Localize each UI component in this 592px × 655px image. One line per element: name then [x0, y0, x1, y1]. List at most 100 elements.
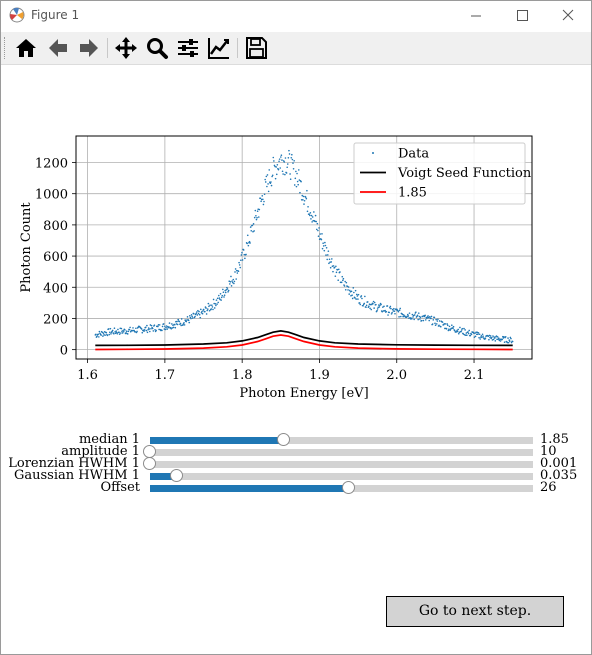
slider-handle[interactable]	[342, 481, 356, 494]
data-point	[481, 333, 484, 336]
save-icon[interactable]	[244, 36, 268, 60]
data-point	[362, 305, 364, 307]
data-point	[239, 266, 242, 269]
data-point	[419, 318, 421, 320]
legend-box	[353, 142, 526, 205]
data-point	[388, 311, 391, 314]
data-point	[177, 318, 180, 321]
data-point	[331, 258, 333, 260]
data-point	[408, 312, 411, 314]
data-point	[196, 314, 199, 316]
data-point	[270, 184, 273, 187]
data-point	[343, 285, 346, 287]
data-point	[272, 156, 275, 159]
data-point	[456, 330, 459, 333]
y-tick-label: 400	[43, 281, 68, 296]
data-point	[379, 304, 381, 307]
slider-track[interactable]	[150, 433, 533, 446]
data-point	[240, 259, 242, 262]
data-point	[233, 282, 235, 285]
data-point	[297, 169, 300, 171]
slider-handle[interactable]	[277, 433, 291, 446]
data-point	[114, 331, 116, 333]
slider-track[interactable]	[150, 481, 533, 494]
y-tick-label: 0	[60, 344, 68, 359]
slider-value: 1.85	[540, 432, 569, 447]
data-point	[428, 319, 431, 322]
data-point	[444, 323, 447, 325]
zoom-icon[interactable]	[145, 36, 169, 60]
data-point	[480, 334, 483, 337]
data-point	[288, 149, 290, 152]
data-point	[324, 241, 326, 244]
slider-track[interactable]	[143, 445, 533, 458]
maximize-icon	[517, 10, 528, 21]
data-point	[445, 328, 448, 330]
data-point	[375, 303, 377, 306]
slider-label: amplitude 1	[61, 444, 140, 459]
data-point	[252, 223, 255, 225]
data-point	[215, 299, 218, 301]
data-point	[335, 271, 338, 274]
data-point	[411, 313, 414, 316]
data-point	[195, 311, 198, 313]
edit-axis-icon[interactable]	[207, 36, 231, 60]
data-point	[176, 320, 178, 323]
data-point	[387, 314, 389, 316]
data-point	[313, 211, 315, 213]
slider-handle[interactable]	[143, 457, 156, 470]
data-point	[440, 325, 442, 328]
data-point	[219, 292, 222, 295]
data-point	[501, 338, 504, 341]
data-point	[246, 234, 249, 237]
data-point	[204, 310, 206, 313]
data-point	[475, 333, 478, 336]
pan-icon[interactable]	[114, 36, 138, 60]
data-point	[214, 303, 217, 305]
data-point	[231, 281, 234, 284]
data-point	[253, 216, 256, 219]
data-point	[320, 238, 323, 241]
data-point	[230, 285, 233, 287]
next-step-button[interactable]: Go to next step.	[386, 596, 564, 627]
data-point	[261, 195, 264, 197]
data-point	[468, 329, 471, 332]
maximize-button[interactable]	[499, 1, 545, 31]
data-point	[212, 298, 215, 301]
data-point	[328, 258, 331, 261]
toolbar-grip	[4, 37, 8, 59]
data-point	[197, 312, 200, 315]
close-button[interactable]	[545, 1, 591, 31]
data-point	[357, 298, 359, 300]
data-point	[220, 299, 222, 301]
data-point	[170, 327, 173, 330]
data-point	[98, 330, 101, 333]
data-point	[183, 324, 186, 326]
configure-subplots-icon[interactable]	[176, 36, 200, 60]
slider-track[interactable]	[143, 457, 533, 470]
slider-label: median 1	[78, 432, 140, 447]
data-point	[217, 301, 220, 304]
data-point	[150, 324, 153, 327]
data-point	[254, 209, 257, 212]
data-point	[384, 309, 386, 312]
slider-track[interactable]	[150, 469, 533, 482]
data-point	[241, 251, 243, 254]
data-point	[140, 328, 143, 330]
data-point	[299, 191, 301, 194]
forward-icon[interactable]	[77, 36, 101, 60]
minimize-button[interactable]	[453, 1, 499, 31]
data-point	[373, 301, 376, 304]
back-icon[interactable]	[46, 36, 70, 60]
data-point	[492, 338, 495, 341]
data-point	[233, 280, 236, 283]
data-point	[370, 308, 373, 311]
data-point	[120, 332, 122, 334]
data-point	[494, 340, 497, 342]
slider-handle[interactable]	[169, 469, 183, 482]
data-point	[216, 303, 218, 305]
data-point	[222, 291, 225, 294]
data-point	[323, 249, 326, 252]
data-point	[342, 277, 345, 280]
home-icon[interactable]	[14, 36, 38, 60]
